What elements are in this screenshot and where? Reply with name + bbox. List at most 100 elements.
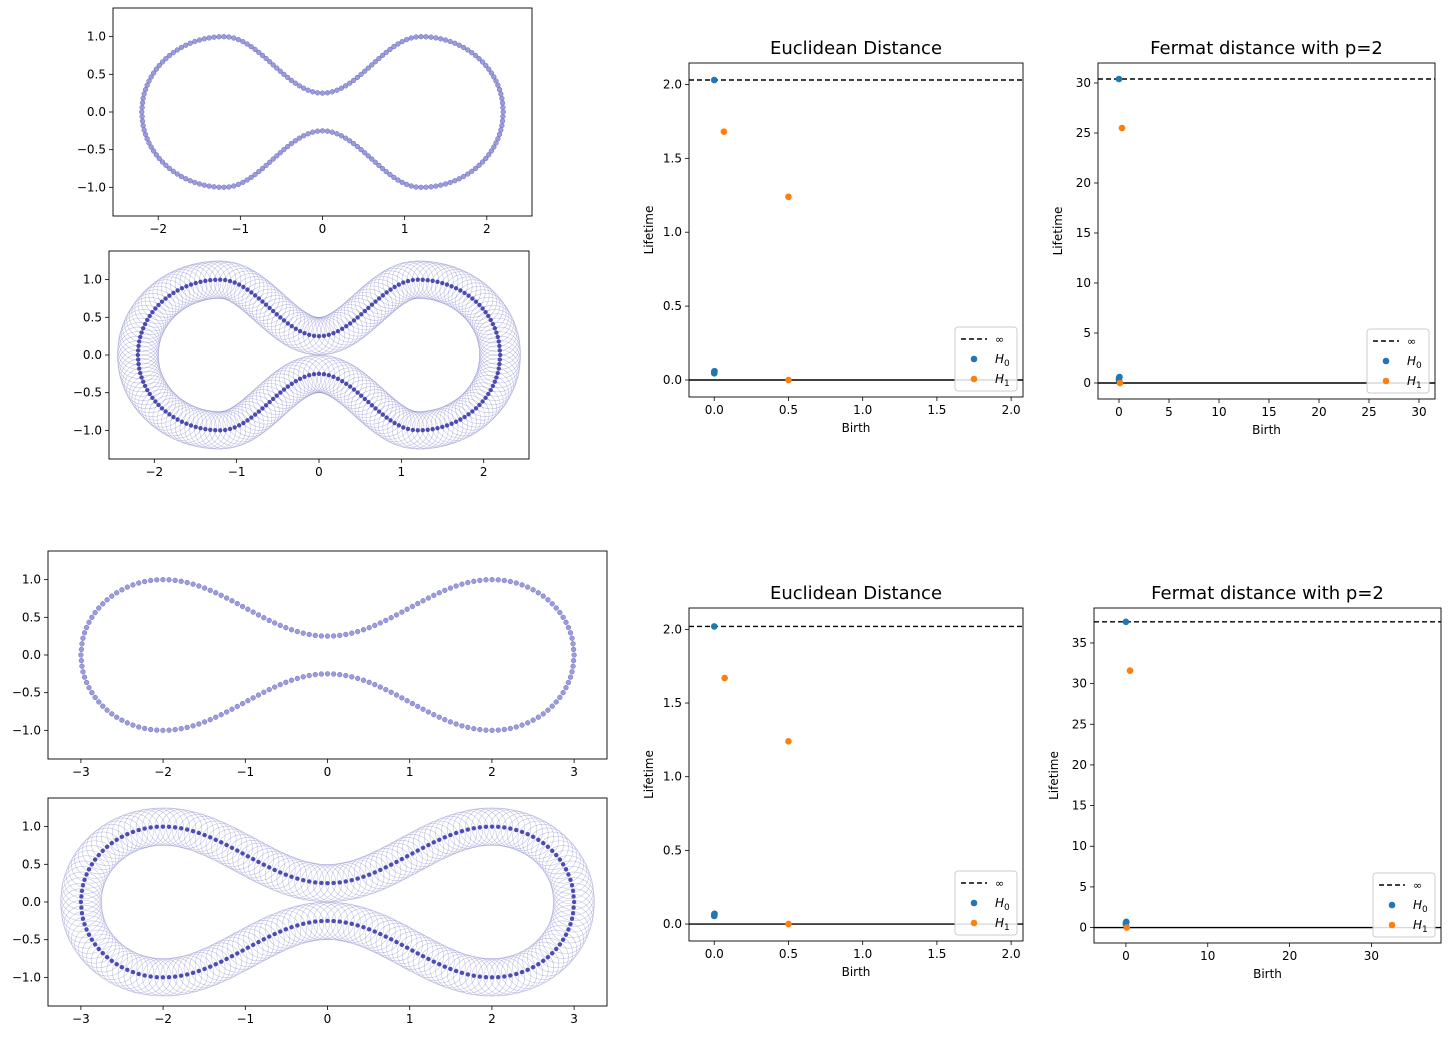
curve-point: [420, 845, 426, 850]
curve-point: [462, 290, 467, 296]
curve-point: [172, 727, 178, 733]
tube-circle: [71, 920, 113, 959]
tube-circle: [391, 931, 434, 970]
curve-point: [362, 150, 368, 156]
curve-point: [366, 399, 371, 405]
curve-point: [372, 682, 378, 688]
curve-point: [404, 36, 410, 43]
curve-point: [80, 916, 86, 921]
curve-point: [453, 968, 459, 974]
curve-point: [489, 975, 495, 980]
legend-swatch-h1: [970, 375, 978, 383]
curve-point: [249, 415, 254, 420]
tube-circle: [211, 937, 253, 976]
curve-point: [190, 581, 196, 587]
curve-point: [319, 90, 326, 96]
curve-point: [557, 694, 563, 701]
tube-circle: [189, 818, 232, 857]
curve-point: [89, 862, 95, 867]
x-tick-label: −2: [154, 1012, 172, 1026]
curve-point: [104, 597, 110, 603]
curve-point: [142, 578, 148, 585]
tube-circle: [373, 403, 416, 443]
curve-point: [469, 50, 475, 56]
curve-point: [250, 609, 256, 615]
curve-point: [293, 378, 299, 384]
curve-point: [401, 280, 406, 285]
curve-point: [466, 293, 471, 298]
curve-point: [477, 577, 483, 583]
curve-point: [154, 824, 159, 830]
tube-circle: [263, 301, 305, 340]
curve-point: [156, 62, 162, 69]
tube-circle: [370, 845, 413, 884]
curve-point: [240, 39, 246, 45]
curve-point: [153, 152, 159, 158]
tube-circle: [189, 947, 232, 986]
curve-point: [124, 584, 130, 590]
tube-circle: [382, 408, 425, 447]
curve-point: [460, 44, 467, 51]
curve-point: [383, 169, 389, 175]
tube-circle: [375, 922, 418, 962]
curve-point: [479, 59, 486, 65]
curve-point: [567, 674, 574, 680]
curve-point: [525, 720, 531, 726]
point-h0: [1115, 75, 1123, 83]
curve-point: [289, 381, 294, 386]
curve-point: [394, 859, 399, 865]
curve-point: [409, 603, 416, 610]
tube-circle: [553, 882, 595, 922]
curve-point: [92, 609, 98, 616]
curve-point: [498, 127, 504, 133]
tube-circle: [535, 929, 578, 969]
curve-point: [536, 837, 541, 842]
curve-point: [569, 883, 575, 888]
curve-point: [140, 122, 146, 129]
tube-circle: [259, 298, 302, 337]
legend-label-h0: H0: [1407, 354, 1422, 371]
tube-circle: [429, 815, 472, 855]
legend-box: [1366, 328, 1430, 394]
tube-circle: [452, 809, 495, 848]
curve-point: [283, 679, 289, 685]
tube-circle: [129, 957, 172, 996]
curve-point: [431, 959, 437, 964]
tube-circle: [77, 929, 120, 969]
tube-circle: [63, 860, 106, 899]
curve-point: [166, 974, 172, 980]
tube-circle: [330, 861, 373, 900]
curve-point: [334, 87, 340, 93]
curve-point: [281, 387, 287, 392]
tube-circle: [545, 850, 587, 889]
x-tick-label: 2: [483, 222, 491, 236]
curve-point: [203, 426, 208, 432]
curve-point: [283, 927, 289, 932]
curve-point: [535, 590, 541, 596]
curve-point: [486, 391, 491, 397]
curve-point: [420, 428, 425, 433]
curve-point: [530, 965, 536, 970]
curve-point: [82, 921, 87, 927]
curve-point: [495, 82, 501, 88]
legend-swatch-h0: [970, 355, 978, 363]
curve-point: [272, 620, 278, 626]
curve-point: [388, 937, 394, 942]
curve-point: [500, 104, 506, 111]
curve-point: [399, 609, 405, 615]
curve-point: [179, 286, 185, 291]
tube-circle: [222, 267, 265, 307]
curve-point: [331, 880, 336, 886]
curve-point: [216, 34, 222, 40]
curve-point: [229, 598, 235, 604]
x-tick-label: 10: [1200, 949, 1215, 963]
curve-point: [83, 624, 90, 631]
curve-point: [388, 615, 394, 621]
curve-point: [256, 859, 261, 865]
x-tick-label: 0.0: [705, 403, 724, 417]
x-tick-label: 25: [1361, 405, 1376, 419]
tube-circle: [129, 808, 172, 847]
curve-point: [82, 877, 87, 883]
x-axis-label: Birth: [842, 965, 871, 979]
